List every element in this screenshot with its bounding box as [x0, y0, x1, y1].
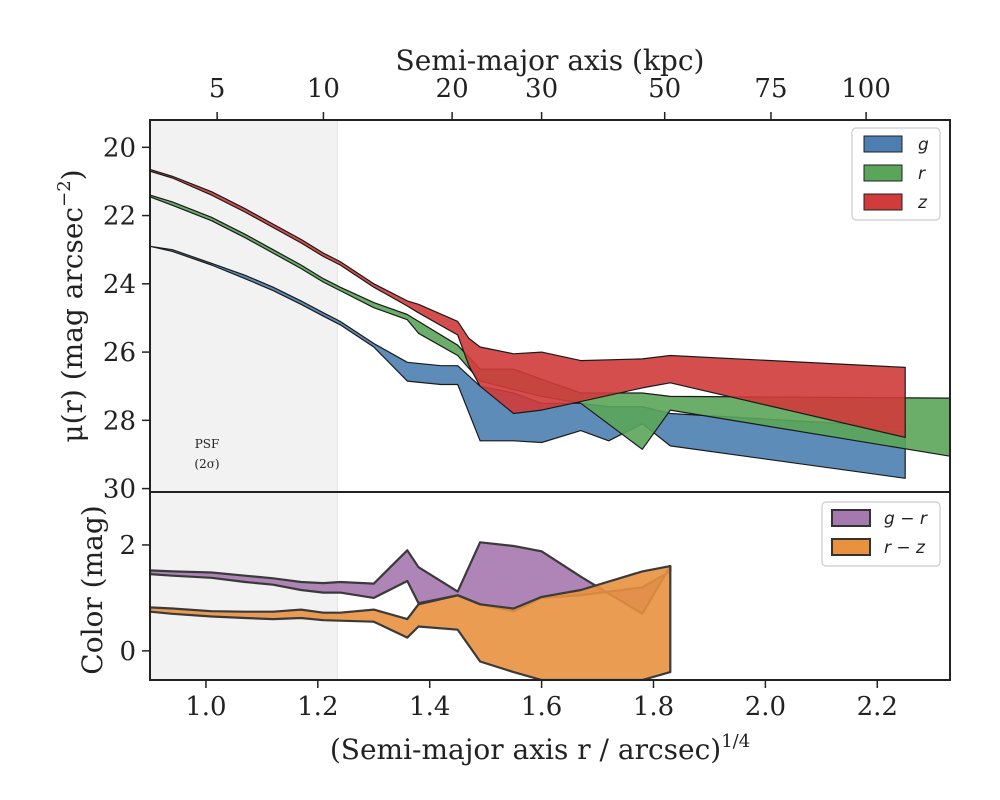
bottom-legend: g − r r − z — [821, 501, 941, 567]
x-tick-label-2.0: 2.0 — [745, 692, 786, 722]
legend-label-g-r: g − r — [884, 509, 928, 529]
legend-label-g: g — [918, 135, 929, 155]
y-tick-label-30: 30 — [103, 475, 136, 505]
band-z — [150, 168, 906, 438]
top-panel-ylabel-end: ) — [56, 169, 89, 180]
bottom-axis-title: (Semi-major axis r / arcsec)1/4 — [330, 731, 750, 766]
color-y-tick-label-2: 2 — [119, 531, 136, 561]
x-tick-label-2.2: 2.2 — [857, 692, 898, 722]
band-r-z — [150, 564, 672, 680]
top-panel-ylabel: μ(r) (mag arcsec−2) — [54, 169, 89, 442]
top-tick-label-50: 50 — [648, 74, 681, 104]
x-tick-label-1.8: 1.8 — [633, 692, 674, 722]
x-tick-label-1.0: 1.0 — [185, 692, 226, 722]
top-panel-ylabel-text: μ(r) (mag arcsec — [56, 207, 89, 443]
x-tick-label-1.6: 1.6 — [521, 692, 562, 722]
legend-label-r-z: r − z — [884, 538, 926, 558]
legend-swatch-z — [863, 193, 903, 211]
bottom-axis-title-text: (Semi-major axis r / arcsec) — [330, 733, 721, 766]
top-tick-label-5: 5 — [209, 74, 226, 104]
legend-swatch-g-r — [831, 509, 871, 527]
bottom-axis-title-sup: 1/4 — [721, 731, 750, 752]
band-g — [150, 245, 906, 479]
band-r — [150, 194, 950, 457]
top-tick-label-10: 10 — [307, 74, 340, 104]
top-legend: g r z — [851, 127, 941, 221]
psf-sublabel: (2σ) — [194, 457, 219, 471]
y-tick-label-20: 20 — [103, 133, 136, 163]
psf-label: PSF — [195, 437, 220, 451]
axis-ticks: 1.0 1.2 1.4 1.6 1.8 2.0 2.25 10 20 30 50 75 10020222… — [103, 74, 898, 722]
color-series — [150, 541, 672, 680]
y-tick-label-22: 22 — [103, 202, 136, 232]
legend-label-r: r — [918, 164, 926, 184]
top-tick-label-75: 75 — [754, 74, 787, 104]
y-tick-label-26: 26 — [103, 338, 136, 368]
y-tick-label-24: 24 — [103, 270, 136, 300]
top-tick-label-100: 100 — [841, 74, 891, 104]
top-tick-label-20: 20 — [436, 74, 469, 104]
x-tick-label-1.4: 1.4 — [409, 692, 450, 722]
top-panel-ylabel-sup: −2 — [54, 180, 75, 207]
x-tick-label-1.2: 1.2 — [297, 692, 338, 722]
color-y-tick-label-0: 0 — [119, 637, 136, 667]
legend-swatch-r — [863, 164, 903, 182]
top-tick-label-30: 30 — [525, 74, 558, 104]
y-tick-label-28: 28 — [103, 406, 136, 436]
surface-brightness-series — [150, 168, 950, 479]
legend-swatch-r-z — [831, 538, 871, 556]
legend-label-z: z — [917, 193, 928, 213]
top-axis-title: Semi-major axis (kpc) — [396, 44, 705, 77]
legend-swatch-g — [863, 135, 903, 153]
bottom-panel-ylabel: Color (mag) — [76, 505, 109, 674]
bottom-panel-frame — [149, 491, 951, 681]
